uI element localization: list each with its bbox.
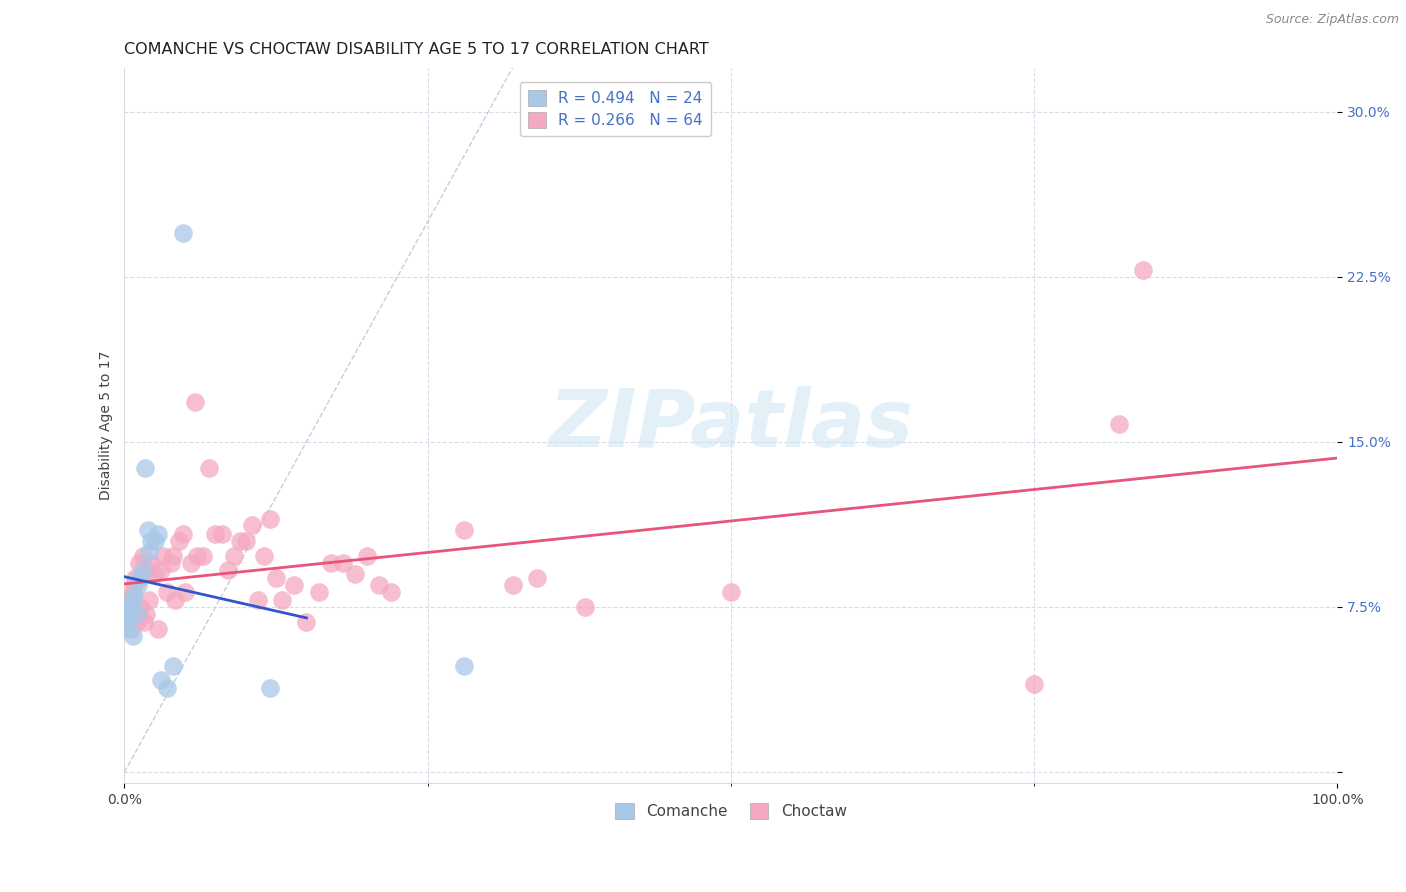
Point bbox=[132, 615, 155, 630]
Point bbox=[526, 571, 548, 585]
Point bbox=[259, 681, 281, 696]
Point bbox=[167, 533, 190, 548]
Point bbox=[131, 549, 153, 564]
Point bbox=[120, 599, 142, 614]
Point bbox=[121, 589, 143, 603]
Point bbox=[138, 593, 160, 607]
Point bbox=[574, 599, 596, 614]
Point bbox=[121, 593, 143, 607]
Point bbox=[122, 584, 145, 599]
Point bbox=[453, 659, 475, 673]
Point bbox=[138, 545, 160, 559]
Point bbox=[114, 604, 136, 618]
Point bbox=[122, 578, 145, 592]
Point bbox=[332, 556, 354, 570]
Point bbox=[246, 593, 269, 607]
Point bbox=[180, 556, 202, 570]
Point bbox=[125, 615, 148, 630]
Text: Source: ZipAtlas.com: Source: ZipAtlas.com bbox=[1265, 13, 1399, 27]
Point bbox=[136, 562, 159, 576]
Point bbox=[128, 571, 150, 585]
Point bbox=[193, 549, 215, 564]
Point bbox=[172, 226, 194, 240]
Point bbox=[148, 527, 170, 541]
Point bbox=[125, 607, 148, 621]
Point bbox=[128, 556, 150, 570]
Point bbox=[117, 599, 139, 614]
Point bbox=[502, 578, 524, 592]
Point bbox=[127, 578, 149, 592]
Point bbox=[720, 584, 742, 599]
Point bbox=[319, 556, 342, 570]
Point bbox=[253, 549, 276, 564]
Point bbox=[186, 549, 208, 564]
Point bbox=[134, 461, 156, 475]
Point bbox=[204, 527, 226, 541]
Point bbox=[172, 527, 194, 541]
Point bbox=[159, 556, 181, 570]
Point bbox=[148, 622, 170, 636]
Point bbox=[118, 593, 141, 607]
Point bbox=[222, 549, 245, 564]
Point bbox=[198, 461, 221, 475]
Point bbox=[162, 659, 184, 673]
Point bbox=[156, 584, 179, 599]
Point bbox=[1108, 417, 1130, 432]
Point bbox=[380, 584, 402, 599]
Point bbox=[156, 681, 179, 696]
Point bbox=[149, 673, 172, 687]
Point bbox=[141, 556, 163, 570]
Point bbox=[136, 523, 159, 537]
Point bbox=[120, 622, 142, 636]
Point bbox=[143, 533, 166, 548]
Point bbox=[259, 512, 281, 526]
Legend: Comanche, Choctaw: Comanche, Choctaw bbox=[609, 797, 853, 825]
Point bbox=[356, 549, 378, 564]
Point bbox=[152, 549, 174, 564]
Y-axis label: Disability Age 5 to 17: Disability Age 5 to 17 bbox=[100, 351, 114, 500]
Point bbox=[1024, 677, 1046, 691]
Point bbox=[368, 578, 391, 592]
Point bbox=[343, 566, 366, 581]
Text: ZIPatlas: ZIPatlas bbox=[548, 386, 914, 465]
Point bbox=[211, 527, 233, 541]
Point bbox=[127, 607, 149, 621]
Point bbox=[117, 608, 139, 623]
Point bbox=[129, 599, 152, 614]
Point bbox=[124, 571, 146, 585]
Point bbox=[135, 607, 157, 621]
Point bbox=[1132, 263, 1154, 277]
Point bbox=[240, 518, 263, 533]
Point bbox=[174, 584, 197, 599]
Point bbox=[115, 615, 138, 630]
Point bbox=[228, 533, 250, 548]
Point bbox=[271, 593, 294, 607]
Point bbox=[141, 533, 163, 548]
Point bbox=[131, 562, 153, 576]
Point bbox=[184, 395, 207, 409]
Point bbox=[114, 615, 136, 630]
Point bbox=[115, 607, 138, 621]
Point bbox=[308, 584, 330, 599]
Point bbox=[122, 589, 145, 603]
Point bbox=[283, 578, 305, 592]
Point bbox=[217, 562, 239, 576]
Point bbox=[264, 571, 287, 585]
Point bbox=[165, 593, 187, 607]
Point bbox=[122, 629, 145, 643]
Text: COMANCHE VS CHOCTAW DISABILITY AGE 5 TO 17 CORRELATION CHART: COMANCHE VS CHOCTAW DISABILITY AGE 5 TO … bbox=[125, 42, 709, 57]
Point bbox=[235, 533, 257, 548]
Point bbox=[118, 622, 141, 636]
Point bbox=[162, 549, 184, 564]
Point bbox=[295, 615, 318, 630]
Point bbox=[143, 566, 166, 581]
Point bbox=[453, 523, 475, 537]
Point bbox=[149, 562, 172, 576]
